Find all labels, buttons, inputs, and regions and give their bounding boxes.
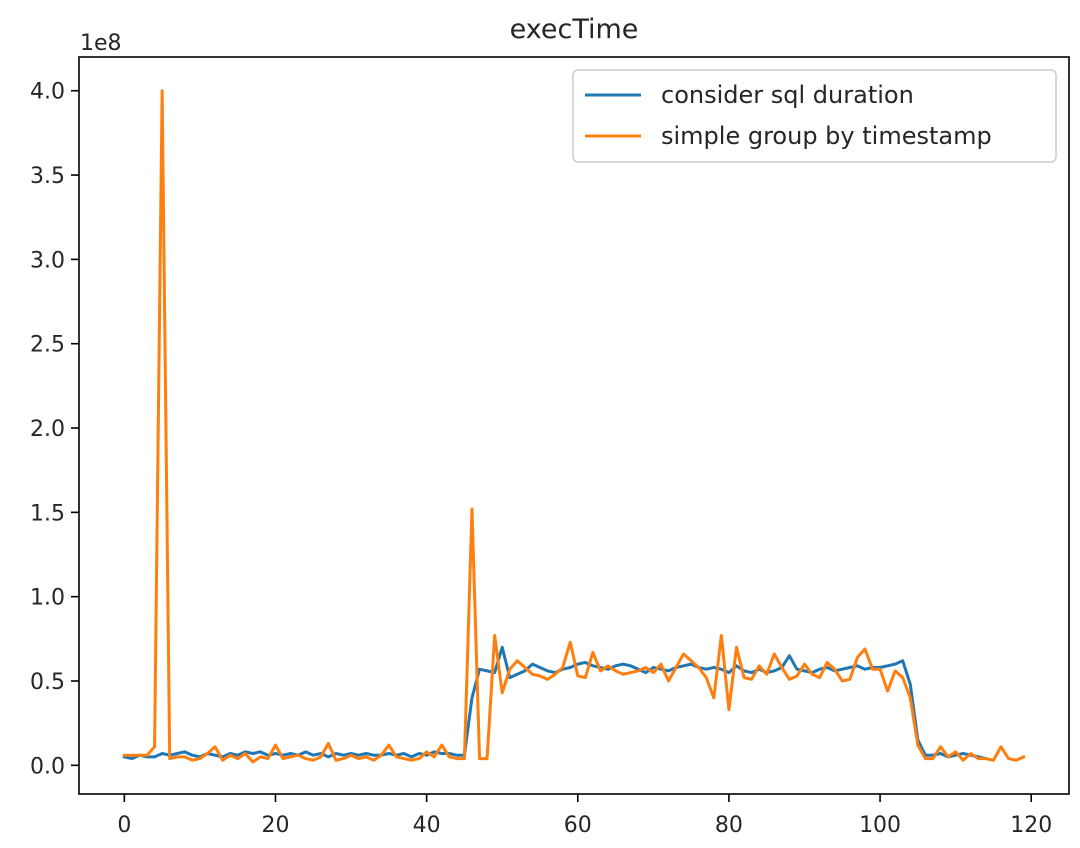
x-tick-label: 100 [859,813,901,838]
legend: consider sql duration simple group by ti… [572,69,1057,163]
y-tick-label: 1.0 [30,586,65,611]
y-tick-label: 1.5 [30,501,65,526]
y-axis: 0.0 0.5 1.0 1.5 2.0 2.5 3.0 3.5 4.0 [30,80,79,779]
legend-box [572,69,1057,163]
y-tick-label: 3.5 [30,164,65,189]
y-tick-label: 4.0 [30,80,65,105]
x-tick-label: 0 [117,813,131,838]
x-tick-label: 120 [1010,813,1052,838]
x-tick-label: 80 [715,813,743,838]
legend-label-consider-sql-duration: consider sql duration [661,81,914,109]
y-tick-label: 2.0 [30,417,65,442]
legend-label-simple-group-by-timestamp: simple group by timestamp [661,122,992,150]
chart-title: execTime [510,14,639,45]
x-tick-label: 60 [564,813,592,838]
y-offset-label: 1e8 [80,31,122,56]
y-tick-label: 2.5 [30,333,65,358]
x-tick-label: 20 [261,813,289,838]
series-line-simple-group-by-timestamp [122,89,1026,764]
y-tick-label: 0.0 [30,754,65,779]
y-tick-label: 0.5 [30,670,65,695]
plot-frame [78,56,1070,795]
x-tick-label: 40 [413,813,441,838]
y-tick-label: 3.0 [30,248,65,273]
x-axis: 0 20 40 60 80 100 120 [117,794,1052,838]
series-lines [122,89,1026,764]
